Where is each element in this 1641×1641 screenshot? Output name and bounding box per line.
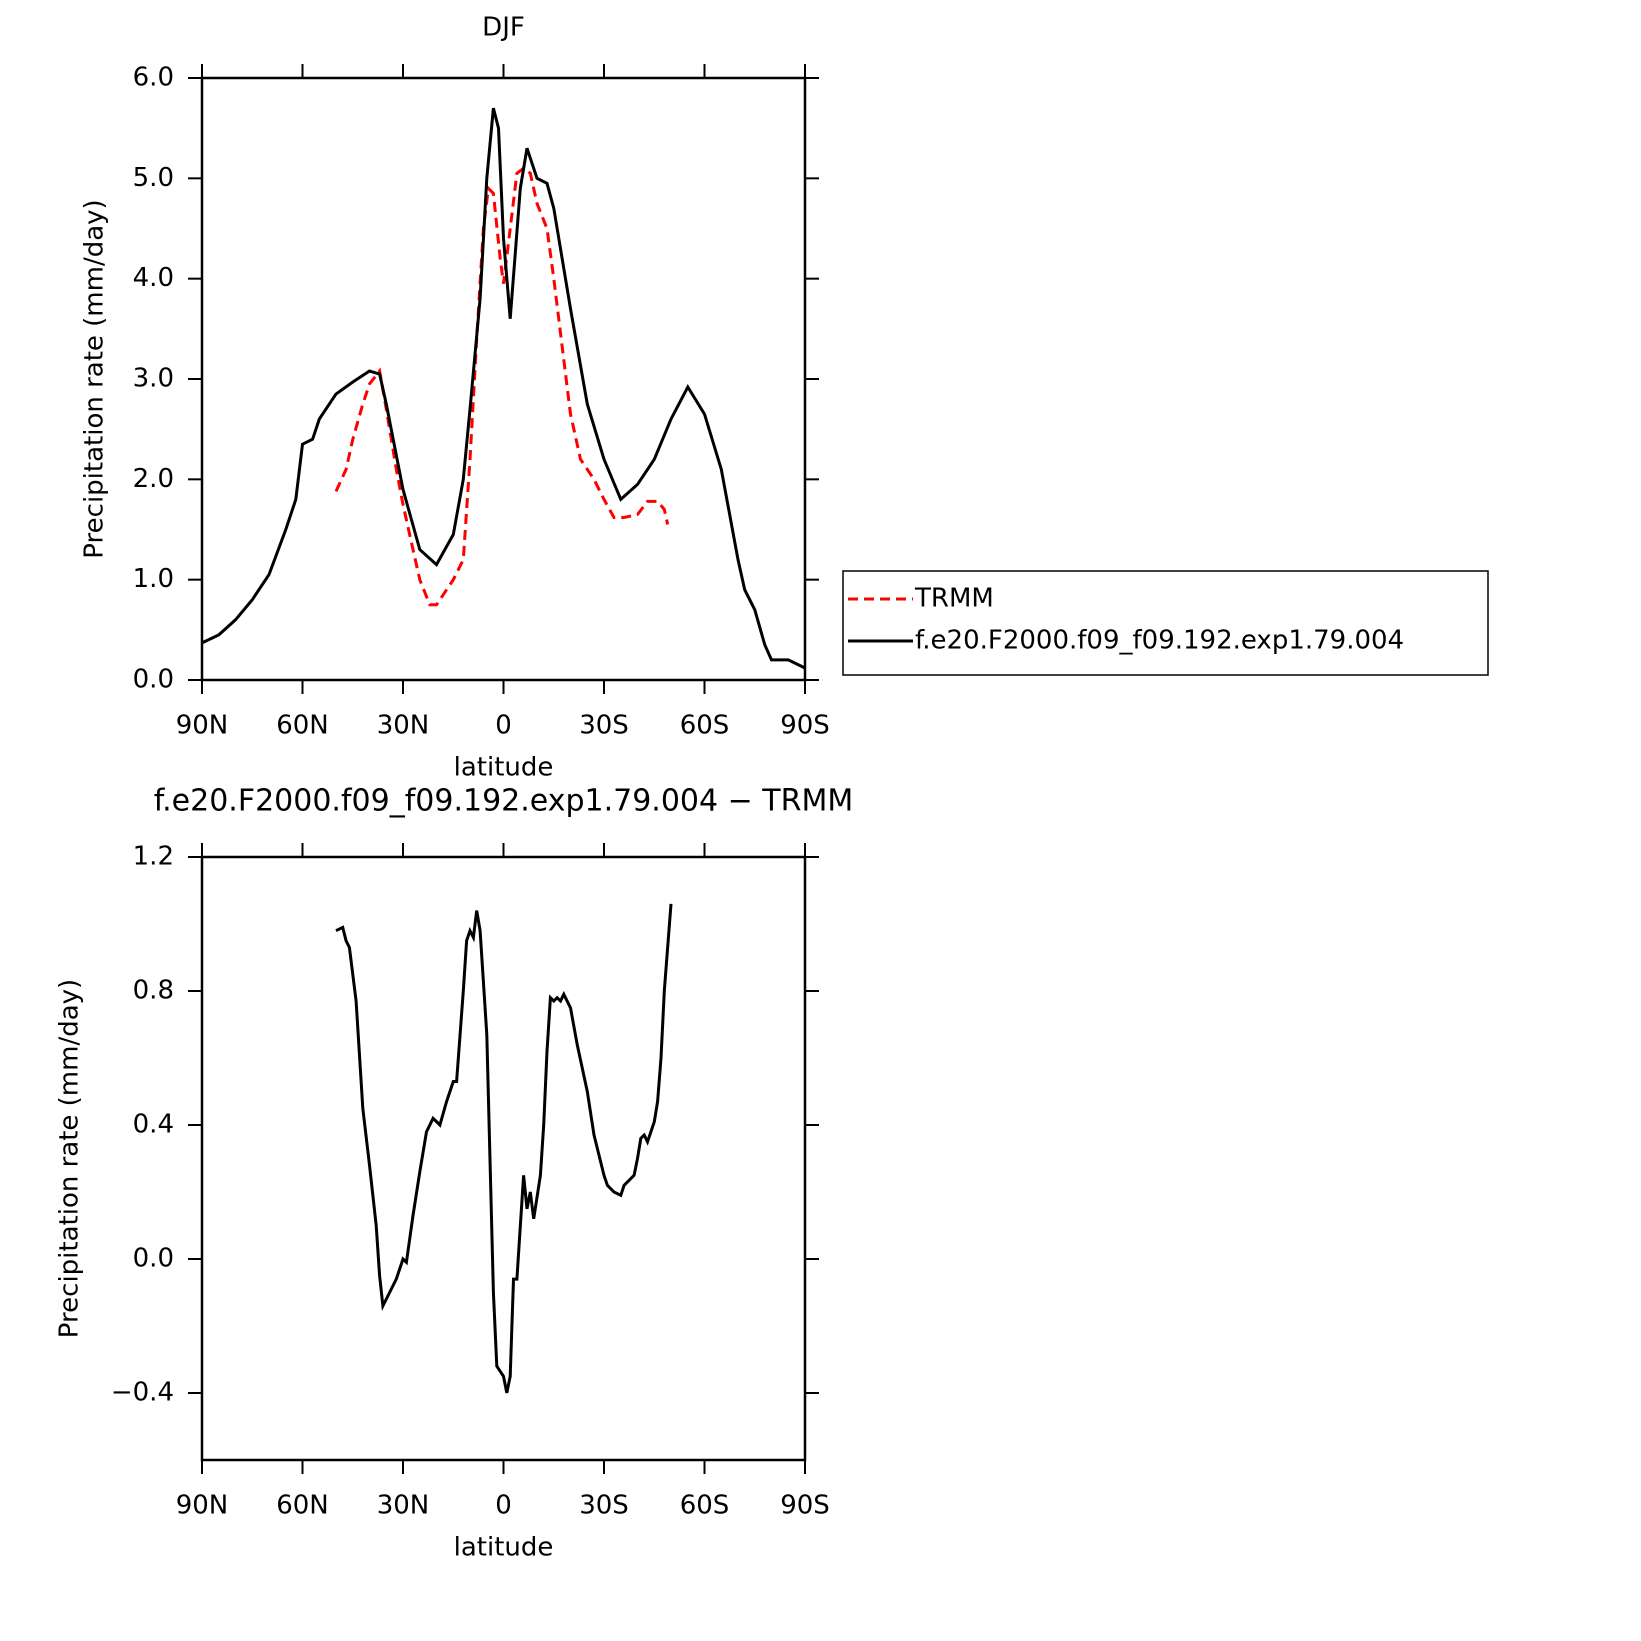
x-tick-label: 90S xyxy=(780,711,830,741)
y-tick-label: 1.0 xyxy=(133,564,174,594)
y-tick-label: 0.0 xyxy=(133,665,174,695)
data-line xyxy=(334,166,670,607)
y-tick-label: −0.4 xyxy=(111,1378,174,1408)
y-axis-label: Precipitation rate (mm/day) xyxy=(55,979,85,1338)
x-tick-label: 30S xyxy=(579,1491,629,1521)
y-axis-label: Precipitation rate (mm/day) xyxy=(80,199,110,558)
y-tick-label: 6.0 xyxy=(133,63,174,93)
x-tick-label: 60N xyxy=(276,711,329,741)
y-tick-label: 4.0 xyxy=(133,263,174,293)
chart-title: f.e20.F2000.f09_f09.192.exp1.79.004 − TR… xyxy=(154,784,854,819)
x-tick-label: 60S xyxy=(680,711,730,741)
x-tick-label: 60N xyxy=(276,1491,329,1521)
data-line xyxy=(201,107,806,670)
y-tick-label: 2.0 xyxy=(133,464,174,494)
x-axis-label: latitude xyxy=(454,1533,554,1563)
data-line xyxy=(335,903,673,1394)
x-tick-label: 90S xyxy=(780,1491,830,1521)
legend-label: f.e20.F2000.f09_f09.192.exp1.79.004 xyxy=(915,626,1404,656)
x-tick-label: 30N xyxy=(377,1491,430,1521)
x-tick-label: 0 xyxy=(495,711,512,741)
x-tick-label: 0 xyxy=(495,1491,512,1521)
y-tick-label: 0.0 xyxy=(133,1244,174,1274)
x-tick-label: 30N xyxy=(377,711,430,741)
x-tick-label: 90N xyxy=(176,1491,229,1521)
x-tick-label: 30S xyxy=(579,711,629,741)
legend-label: TRMM xyxy=(914,584,994,614)
chart-title: DJF xyxy=(482,13,525,43)
y-tick-label: 0.4 xyxy=(133,1110,174,1140)
y-tick-label: 3.0 xyxy=(133,364,174,394)
x-axis-label: latitude xyxy=(454,753,554,783)
y-tick-label: 0.8 xyxy=(133,976,174,1006)
y-tick-label: 5.0 xyxy=(133,163,174,193)
plot-frame xyxy=(200,855,807,1462)
x-tick-label: 90N xyxy=(176,711,229,741)
plot-frame xyxy=(200,76,807,682)
x-tick-label: 60S xyxy=(680,1491,730,1521)
legend-box xyxy=(842,570,1489,676)
y-tick-label: 1.2 xyxy=(133,842,174,872)
